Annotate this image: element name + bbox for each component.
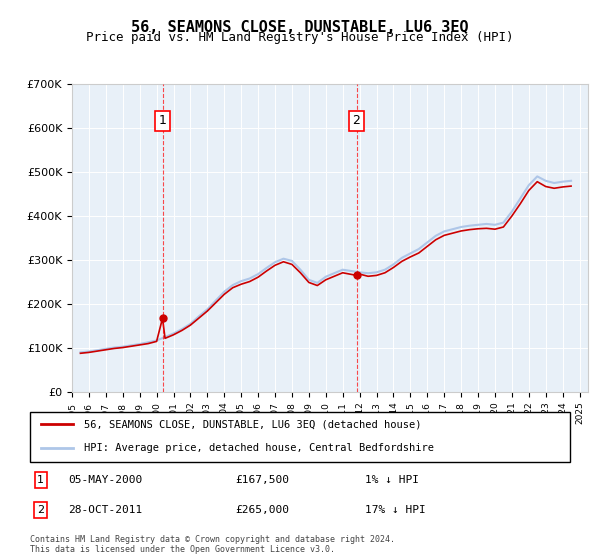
Text: 1% ↓ HPI: 1% ↓ HPI xyxy=(365,475,419,485)
Text: 17% ↓ HPI: 17% ↓ HPI xyxy=(365,505,425,515)
Text: 2: 2 xyxy=(37,505,44,515)
Text: Price paid vs. HM Land Registry's House Price Index (HPI): Price paid vs. HM Land Registry's House … xyxy=(86,31,514,44)
Text: 05-MAY-2000: 05-MAY-2000 xyxy=(68,475,142,485)
Text: £167,500: £167,500 xyxy=(235,475,289,485)
Text: 56, SEAMONS CLOSE, DUNSTABLE, LU6 3EQ (detached house): 56, SEAMONS CLOSE, DUNSTABLE, LU6 3EQ (d… xyxy=(84,419,421,429)
Text: Contains HM Land Registry data © Crown copyright and database right 2024.
This d: Contains HM Land Registry data © Crown c… xyxy=(30,535,395,554)
Text: 1: 1 xyxy=(37,475,44,485)
Text: 2: 2 xyxy=(353,114,361,128)
FancyBboxPatch shape xyxy=(30,412,570,462)
Text: 1: 1 xyxy=(158,114,166,128)
Text: 28-OCT-2011: 28-OCT-2011 xyxy=(68,505,142,515)
Text: 56, SEAMONS CLOSE, DUNSTABLE, LU6 3EQ: 56, SEAMONS CLOSE, DUNSTABLE, LU6 3EQ xyxy=(131,20,469,35)
Text: £265,000: £265,000 xyxy=(235,505,289,515)
Text: HPI: Average price, detached house, Central Bedfordshire: HPI: Average price, detached house, Cent… xyxy=(84,443,434,453)
